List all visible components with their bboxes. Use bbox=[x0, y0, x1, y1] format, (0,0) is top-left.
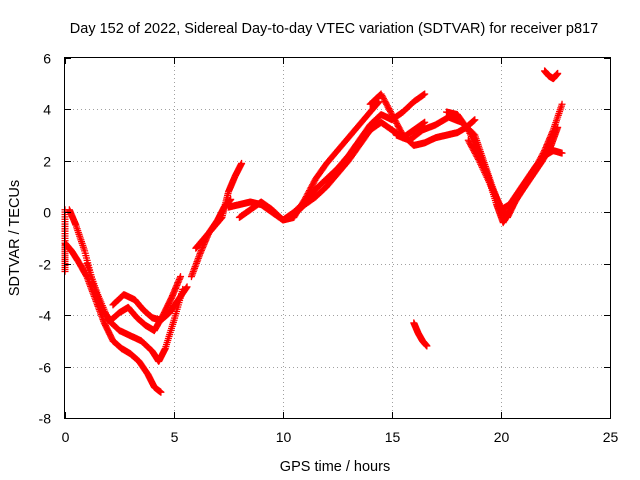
data-point-marker bbox=[558, 149, 566, 157]
data-point-marker bbox=[492, 193, 500, 201]
satellite-track-15 bbox=[541, 67, 562, 83]
x-tick-label: 15 bbox=[385, 429, 401, 445]
data-point-marker bbox=[466, 129, 474, 137]
x-axis: 0 5 10 15 20 25 bbox=[62, 58, 619, 445]
satellite-track-13 bbox=[464, 123, 562, 221]
y-tick-label: -2 bbox=[39, 257, 52, 273]
y-tick-label: 2 bbox=[43, 154, 51, 170]
data-point-marker bbox=[421, 118, 429, 126]
x-tick-label: 25 bbox=[603, 429, 619, 445]
data-point-marker bbox=[488, 183, 496, 191]
data-point-marker bbox=[491, 190, 499, 198]
data-point-marker bbox=[495, 200, 503, 208]
data-point-marker bbox=[554, 69, 562, 77]
data-point-marker bbox=[489, 187, 497, 195]
data-point-marker bbox=[494, 197, 502, 205]
data-point-marker bbox=[471, 116, 479, 124]
satellite-track-14 bbox=[410, 319, 431, 350]
data-point-marker bbox=[468, 134, 476, 142]
data-point-marker bbox=[421, 90, 429, 98]
y-axis: -8 -6 -4 -2 0 2 4 6 bbox=[39, 51, 610, 427]
data-point-marker bbox=[157, 388, 165, 396]
x-axis-label: GPS time / hours bbox=[280, 459, 390, 475]
data-point-marker bbox=[467, 131, 475, 139]
y-tick-label: -4 bbox=[39, 308, 52, 324]
x-tick-label: 5 bbox=[171, 429, 179, 445]
x-tick-label: 10 bbox=[276, 429, 292, 445]
satellite-track-4 bbox=[109, 283, 191, 324]
data-point-marker bbox=[477, 160, 485, 168]
data-point-marker bbox=[480, 167, 488, 175]
data-point-marker bbox=[484, 175, 492, 183]
data-point-marker bbox=[483, 173, 491, 181]
data-point-marker bbox=[495, 198, 503, 206]
y-tick-label: 0 bbox=[43, 205, 51, 221]
data-point-marker bbox=[478, 163, 486, 171]
data-point-marker bbox=[479, 165, 487, 173]
data-point-marker bbox=[183, 283, 191, 291]
data-point-marker bbox=[485, 178, 493, 186]
y-tick-label: 4 bbox=[43, 102, 51, 118]
data-point-marker bbox=[464, 126, 472, 134]
data-point-marker bbox=[475, 157, 483, 165]
data-point-marker bbox=[482, 172, 490, 180]
satellite-track-6 bbox=[192, 159, 246, 252]
plot-frame bbox=[64, 57, 611, 419]
data-point-marker bbox=[486, 180, 494, 188]
data-point-marker bbox=[238, 159, 246, 167]
x-tick-label: 20 bbox=[494, 429, 510, 445]
chart-title: Day 152 of 2022, Sidereal Day-to-day VTE… bbox=[70, 21, 598, 37]
data-point-marker bbox=[467, 133, 475, 141]
data-point-marker bbox=[490, 188, 498, 196]
x-tick-label: 0 bbox=[62, 429, 70, 445]
data-point-marker bbox=[474, 155, 482, 163]
data-point-marker bbox=[481, 170, 489, 178]
satellite-track-3 bbox=[83, 260, 187, 365]
y-tick-label: 6 bbox=[43, 51, 51, 67]
data-point-marker bbox=[488, 185, 496, 193]
data-point-marker bbox=[554, 123, 562, 131]
data-point-marker bbox=[487, 182, 495, 190]
data-points bbox=[61, 67, 566, 396]
data-point-marker bbox=[478, 162, 486, 170]
data-point-marker bbox=[492, 192, 500, 200]
data-point-marker bbox=[465, 128, 473, 136]
data-point-marker bbox=[177, 273, 185, 281]
data-point-marker bbox=[485, 177, 493, 185]
data-point-marker bbox=[423, 342, 431, 350]
y-tick-label: -8 bbox=[39, 411, 52, 427]
data-point-marker bbox=[493, 195, 501, 203]
data-point-marker bbox=[481, 168, 489, 176]
data-point-marker bbox=[476, 159, 484, 167]
y-tick-label: -6 bbox=[39, 360, 52, 376]
data-point-marker bbox=[558, 100, 566, 108]
y-axis-label: SDTVAR / TECUs bbox=[7, 180, 23, 296]
